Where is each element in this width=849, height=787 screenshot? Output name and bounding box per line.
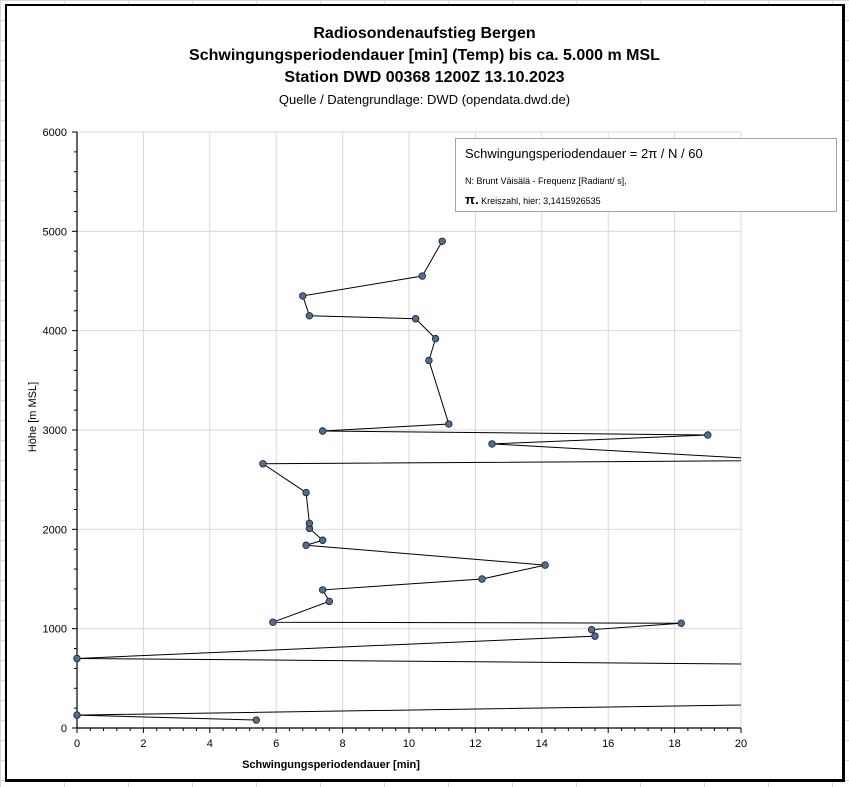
pi-definition: π. Kreiszahl, hier: 3,1415926535 [465,192,601,207]
pi-definition-text: Kreiszahl, hier: 3,1415926535 [481,196,601,206]
y-tick-label: 0 [61,723,67,735]
data-point [478,575,486,583]
data-point [488,440,496,448]
y-tick-label: 3000 [43,425,67,437]
data-point [318,536,327,544]
data-point [252,716,260,724]
data-point [411,315,420,323]
y-tick-label: 1000 [43,624,67,636]
x-tick-label: 18 [668,738,680,750]
x-tick-label: 10 [403,738,415,750]
y-axis-label: Höhe [m MSL] [27,382,39,452]
chart-subtitle-1: Schwingungsperiodendauer [min] (Temp) bi… [189,47,660,64]
y-tick-label: 4000 [43,326,67,338]
data-point [305,519,314,528]
data-point [302,541,310,549]
x-tick-label: 12 [469,738,481,750]
data-point [591,632,599,640]
y-tick-label: 5000 [43,226,67,238]
x-tick-label: 20 [735,738,747,750]
y-tick-label: 6000 [43,127,67,139]
x-tick-label: 0 [74,738,80,750]
chart-source: Quelle / Datengrundlage: DWD (opendata.d… [278,92,571,107]
data-point [325,597,334,606]
x-axis-label: Schwingungsperiodendauer [min] [242,759,420,771]
chart-subtitle-2: Station DWD 00368 1200Z 13.10.2023 [284,69,565,86]
data-point [677,619,685,627]
formula-text: Schwingungsperiodendauer = 2π / N / 60 [465,146,703,161]
data-point [299,292,307,300]
chart-title: Radiosondenaufstieg Bergen [313,25,536,42]
x-tick-label: 6 [273,738,279,750]
pi-symbol: π. [465,192,479,207]
data-point [269,618,277,626]
series-line [77,241,741,721]
data-point [318,427,327,435]
chart-area [5,4,845,782]
x-tick-label: 2 [140,738,146,750]
data-point [425,356,433,365]
data-point [445,420,453,428]
x-tick-label: 14 [536,738,548,750]
data-point [318,586,327,594]
data-point [587,625,596,634]
x-tick-label: 16 [602,738,614,750]
data-point [73,711,81,719]
x-tick-label: 4 [207,738,213,750]
data-point [259,460,267,468]
n-definition-text: N: Brunt Väisälä - Frequenz [Radiant/ s]… [465,176,627,186]
data-point [704,431,712,439]
data-point [438,237,446,245]
data-point [305,312,314,320]
data-point [541,561,549,569]
data-point [431,334,440,343]
annotation-box: Schwingungsperiodendauer = 2π / N / 60 N… [455,138,837,212]
data-point [302,488,310,497]
data-point [73,654,81,663]
data-point [418,272,426,280]
x-tick-label: 8 [340,738,346,750]
y-tick-label: 2000 [43,524,67,536]
